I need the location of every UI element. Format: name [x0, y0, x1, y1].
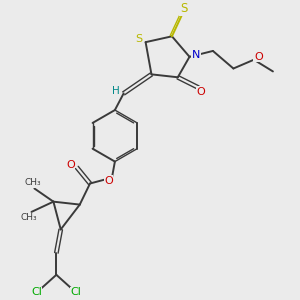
Text: CH₃: CH₃	[25, 178, 41, 187]
Text: S: S	[180, 2, 187, 15]
Text: O: O	[254, 52, 263, 62]
Text: N: N	[192, 50, 200, 60]
Text: Cl: Cl	[71, 287, 82, 297]
Text: Cl: Cl	[31, 287, 42, 297]
Text: S: S	[136, 34, 143, 44]
Text: O: O	[104, 176, 113, 186]
Text: H: H	[112, 86, 119, 96]
Text: O: O	[197, 87, 206, 97]
Text: O: O	[66, 160, 75, 170]
Text: CH₃: CH₃	[20, 213, 37, 222]
